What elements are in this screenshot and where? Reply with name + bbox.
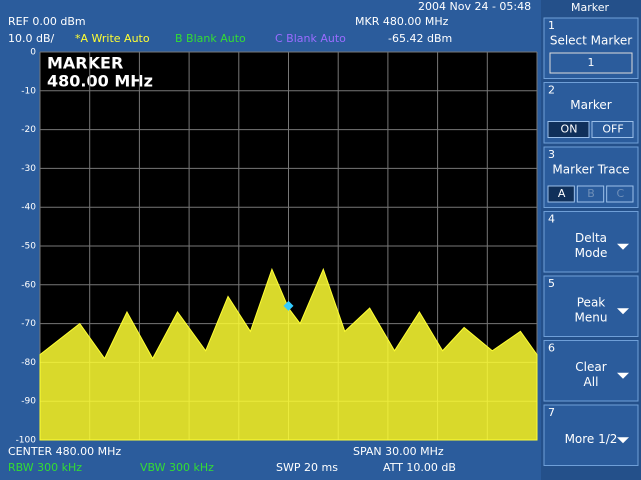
- marker-level: -65.42 dBm: [388, 32, 452, 45]
- dropdown-arrow: [617, 372, 629, 379]
- dropdown-arrow: [617, 308, 629, 315]
- softkey-field-value: 1: [588, 56, 595, 69]
- softkey-option[interactable]: [547, 185, 575, 203]
- softkey-label: Clear: [575, 360, 606, 374]
- dropdown-arrow: [617, 437, 629, 444]
- y-tick-label: -40: [21, 203, 36, 213]
- softkey-label: Marker: [570, 98, 612, 112]
- rbw: RBW 300 kHz: [8, 461, 82, 474]
- trace-label: C Blank Auto: [275, 32, 346, 45]
- softkey-label: Peak: [577, 295, 606, 309]
- y-tick-label: -70: [21, 319, 36, 329]
- softkey-label: Delta: [575, 231, 607, 245]
- softkey-option-label: B: [587, 187, 595, 200]
- trace-area: [39, 267, 538, 441]
- softkey-option[interactable]: [576, 185, 605, 203]
- softkey-label: More 1/2: [565, 432, 618, 446]
- dropdown-arrow: [617, 243, 629, 250]
- trace-label: *A Write Auto: [75, 32, 150, 45]
- softkey-field: [549, 52, 633, 74]
- center-frequency: CENTER 480.00 MHz: [8, 445, 121, 458]
- softkey-number: 5: [548, 277, 555, 290]
- softkey-option[interactable]: [591, 121, 634, 138]
- y-tick-label: -30: [21, 164, 36, 174]
- softkey[interactable]: [543, 340, 639, 402]
- vbw: VBW 300 kHz: [140, 461, 214, 474]
- softkey-option[interactable]: [606, 185, 634, 203]
- y-tick-label: -20: [21, 125, 36, 135]
- datetime: 2004 Nov 24 - 05:48: [418, 0, 531, 13]
- marker-annotation: MARKER: [47, 54, 123, 73]
- softkey-number: 4: [548, 213, 555, 226]
- y-tick-label: -60: [21, 280, 36, 290]
- softkey-number: 6: [548, 342, 555, 355]
- softkey[interactable]: [543, 404, 639, 466]
- y-tick-label: -10: [21, 86, 36, 96]
- softkey-label: Select Marker: [550, 34, 632, 48]
- softkey[interactable]: [543, 211, 639, 273]
- softkey-label: Mode: [575, 246, 608, 260]
- trace-label: B Blank Auto: [175, 32, 246, 45]
- span: SPAN 30.00 MHz: [353, 445, 444, 458]
- softkey[interactable]: [543, 275, 639, 337]
- sweep-time: SWP 20 ms: [276, 461, 338, 474]
- softkey-option-label: OFF: [602, 123, 623, 136]
- softkey-option-label: ON: [561, 123, 578, 136]
- menu-title: Marker: [571, 1, 609, 14]
- softkey-label: Marker Trace: [552, 163, 629, 177]
- y-tick-label: -50: [21, 242, 36, 252]
- softkey-number: 1: [548, 19, 555, 32]
- softkey-number: 2: [548, 84, 555, 97]
- softkey-option-label: A: [558, 187, 566, 200]
- softkey-label: Menu: [575, 310, 608, 324]
- softkey-label: All: [584, 375, 599, 389]
- softkey-option-label: C: [616, 187, 624, 200]
- y-tick-label: -100: [16, 436, 37, 446]
- y-tick-label: -80: [21, 358, 36, 368]
- marker-point: [283, 300, 294, 311]
- softkey-number: 3: [548, 148, 555, 161]
- marker-annotation-value: 480.00 MHz: [47, 72, 153, 91]
- y-tick-label: -90: [21, 397, 36, 407]
- softkey-number: 7: [548, 406, 555, 419]
- ref-level: REF 0.00 dBm: [8, 15, 86, 28]
- y-tick-label: 0: [30, 48, 36, 58]
- softkey-option[interactable]: [547, 121, 590, 138]
- attenuation: ATT 10.00 dB: [383, 461, 456, 474]
- scale: 10.0 dB/: [8, 32, 55, 45]
- marker-frequency: MKR 480.00 MHz: [355, 15, 449, 28]
